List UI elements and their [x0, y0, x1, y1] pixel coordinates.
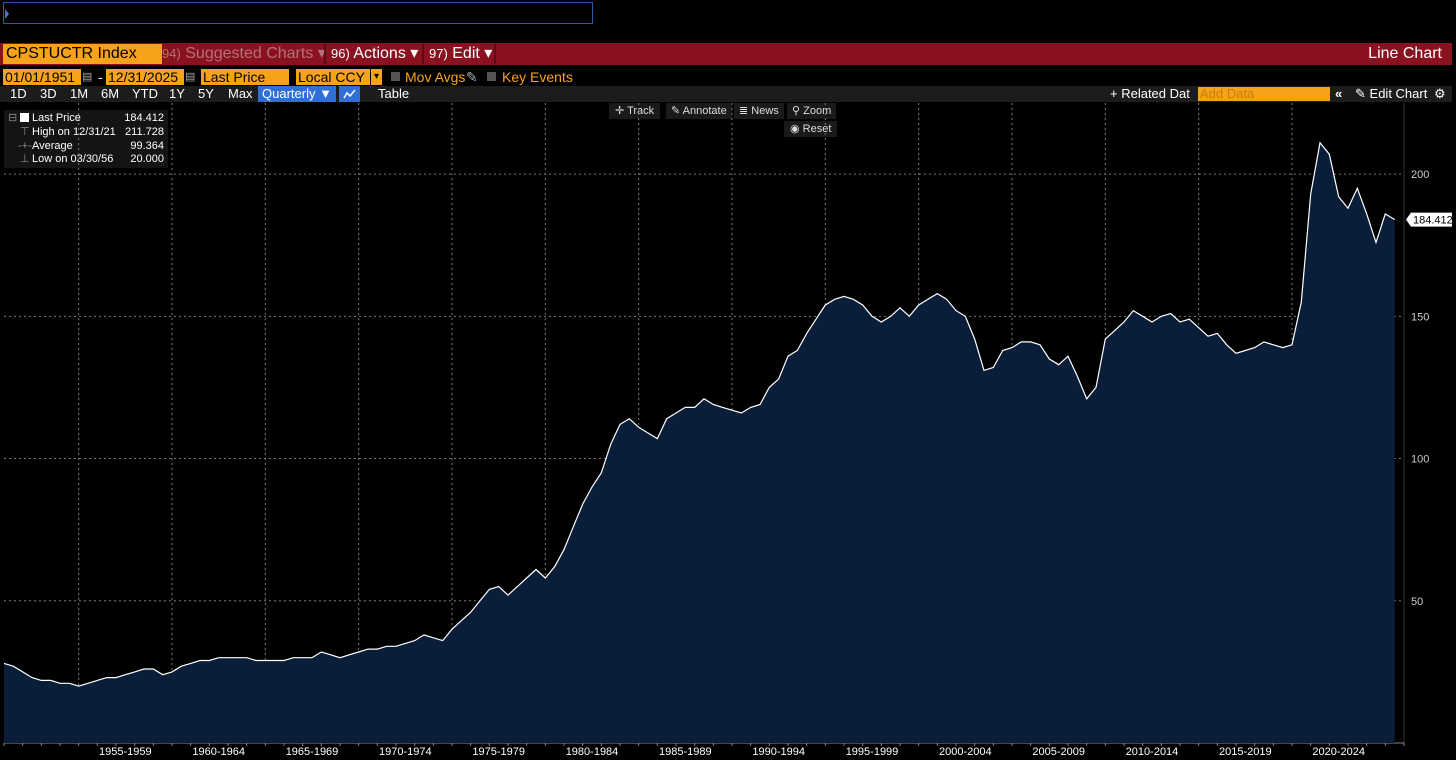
radio-icon: ◉ [790, 123, 800, 135]
series-line [3, 141, 1396, 687]
x-tick-label: 2015-2019 [1219, 746, 1272, 758]
pencil-icon: ✎ [1355, 86, 1366, 101]
pencil-icon[interactable]: ✎ [466, 69, 478, 85]
series-area [4, 142, 1395, 744]
legend-label: Low on 03/30/56 [32, 153, 114, 165]
command-line-input[interactable] [3, 2, 593, 24]
period-5y-button[interactable]: 5Y [198, 86, 214, 101]
search-icon: ⚲ [792, 105, 801, 117]
key-events-label: Key Events [502, 69, 573, 85]
y-tick-label: 50 [1411, 596, 1423, 608]
add-data-input[interactable]: Add Data [1198, 87, 1330, 101]
menu-divider [324, 44, 326, 64]
x-tick-label: 1975-1979 [472, 746, 525, 758]
y-tick-label: 100 [1411, 454, 1429, 466]
security-ticker[interactable]: CPSTUCTR Index [3, 44, 162, 64]
legend-value: 20.000 [130, 153, 164, 165]
start-date-field[interactable]: 01/01/1951 [3, 69, 81, 85]
legend-row-average: -+- Average 99.364 [4, 140, 168, 153]
x-tick-label: 1990-1994 [752, 746, 805, 758]
calendar-icon[interactable]: ▤ [82, 71, 93, 83]
period-3d-button[interactable]: 3D [40, 86, 57, 101]
x-tick-label: 2005-2009 [1032, 746, 1085, 758]
collapse-icon[interactable]: « [1335, 86, 1343, 101]
suggested-charts-menu[interactable]: 94) Suggested Charts ▾ [162, 45, 326, 62]
currency-select[interactable]: Local CCY [296, 69, 370, 85]
related-data-button[interactable]: + Related Dat [1110, 86, 1190, 101]
menu-divider [422, 44, 424, 64]
news-button[interactable]: ≣ News [734, 103, 784, 119]
news-icon: ≣ [739, 105, 749, 117]
mov-avgs-checkbox[interactable] [391, 72, 400, 81]
period-1m-button[interactable]: 1M [70, 86, 89, 101]
period-max-button[interactable]: Max [228, 86, 253, 101]
caret-icon [5, 9, 9, 19]
line-chart-icon-glyph [343, 89, 356, 99]
average-marker-icon: -+- [18, 140, 32, 152]
period-toolbar [0, 86, 1452, 102]
legend-row-low: ⊥ Low on 03/30/56 20.000 [4, 153, 168, 166]
legend-label: Average [32, 140, 73, 152]
last-value-marker [1406, 212, 1452, 227]
pencil-icon: ✎ [671, 105, 681, 117]
key-events-checkbox[interactable] [487, 72, 496, 81]
period-1y-button[interactable]: 1Y [169, 86, 185, 101]
x-tick-label: 1995-1999 [846, 746, 899, 758]
chevron-down-icon: ▾ [484, 45, 493, 62]
frequency-select[interactable]: Quarterly ▼ [258, 86, 336, 102]
zoom-button[interactable]: ⚲ Zoom [787, 103, 837, 119]
annotate-button[interactable]: ✎ Annotate [666, 103, 732, 119]
chevron-down-icon: ▾ [410, 45, 419, 62]
x-tick-label: 1970-1974 [379, 746, 432, 758]
period-6m-button[interactable]: 6M [101, 86, 120, 101]
edit-menu[interactable]: 97) Edit ▾ [429, 45, 493, 62]
x-tick-label: 1985-1989 [659, 746, 712, 758]
table-button[interactable]: Table [378, 86, 410, 101]
line-chart-icon[interactable] [339, 86, 360, 102]
end-date-field[interactable]: 12/31/2025 [106, 69, 184, 85]
chart-type-label: Line Chart [1368, 45, 1442, 62]
calendar-icon[interactable]: ▤ [185, 71, 196, 83]
price-field-select[interactable]: Last Price [201, 69, 289, 85]
expand-icon[interactable]: ⊟ [8, 112, 18, 124]
x-tick-label: 1955-1959 [99, 746, 152, 758]
edit-chart-button[interactable]: ✎ Edit Chart [1355, 86, 1428, 101]
legend-value: 184.412 [124, 112, 164, 124]
y-tick-label: 150 [1411, 311, 1429, 323]
legend-value: 211.728 [125, 126, 164, 138]
x-tick-label: 2010-2014 [1126, 746, 1179, 758]
period-ytd-button[interactable]: YTD [132, 86, 158, 101]
crosshair-icon: ✛ [615, 105, 625, 117]
legend-value: 99.364 [130, 140, 164, 152]
mov-avgs-label: Mov Avgs [405, 69, 466, 85]
series-swatch [20, 113, 29, 122]
track-button[interactable]: ✛ Track [609, 103, 661, 119]
actions-menu[interactable]: 96) Actions ▾ [331, 45, 419, 62]
period-1d-button[interactable]: 1D [10, 86, 27, 101]
legend-row-high: ⊤ High on 12/31/21 211.728 [4, 126, 168, 139]
x-tick-label: 1960-1964 [192, 746, 245, 758]
menu-divider [494, 44, 496, 64]
chart-legend: ⊟ Last Price 184.412 ⊤ High on 12/31/21 … [4, 110, 168, 168]
x-tick-label: 1980-1984 [566, 746, 619, 758]
low-marker-icon: ⊥ [20, 153, 30, 165]
x-tick-label: 2020-2024 [1312, 746, 1365, 758]
legend-label: High on 12/31/21 [32, 126, 116, 138]
x-tick-label: 2000-2004 [939, 746, 992, 758]
header-bar [0, 43, 1452, 65]
x-tick-label: 1965-1969 [286, 746, 339, 758]
high-marker-icon: ⊤ [20, 126, 30, 138]
last-value-label: 184.412 [1413, 215, 1453, 227]
y-tick-label: 200 [1411, 169, 1429, 181]
reset-button[interactable]: ◉ Reset [784, 121, 838, 137]
date-range-dash: - [98, 69, 103, 85]
gear-icon[interactable]: ⚙ [1434, 86, 1446, 101]
chevron-down-icon: ▾ [317, 45, 326, 62]
legend-label: Last Price [32, 112, 81, 124]
chevron-down-icon[interactable]: ▾ [371, 69, 382, 85]
legend-row-last-price[interactable]: ⊟ Last Price 184.412 [4, 112, 168, 125]
